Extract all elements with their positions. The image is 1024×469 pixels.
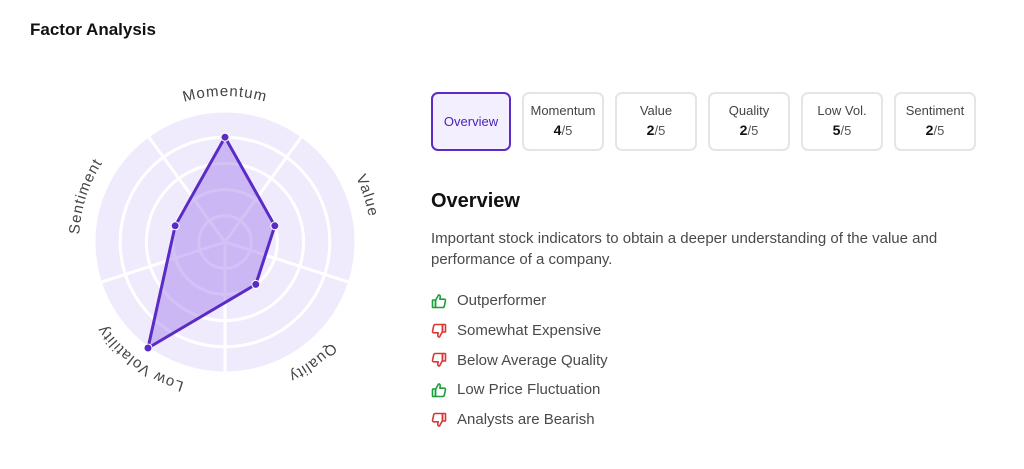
score-value: 5 [832,122,841,138]
score-value: 2 [739,122,748,138]
tab-score: 5/5 [833,120,852,141]
radar-series-area [146,135,277,350]
tab-sentiment[interactable]: Sentiment 2/5 [894,92,976,151]
score-value: 2 [925,122,934,138]
signal-item: Below Average Quality [431,345,608,375]
radar-axis-label: Value [352,172,381,218]
radar-axis-label-text: Momentum [181,83,268,106]
score-max: /5 [840,123,852,138]
tab-low-volatility[interactable]: Low Vol. 5/5 [801,92,883,151]
signal-item: Analysts are Bearish [431,405,608,435]
radar-data-point [220,132,230,142]
signal-text: Outperformer [457,292,547,310]
tab-score: 2/5 [740,120,759,141]
tab-label: Momentum [530,103,596,118]
radar-data-point [251,279,261,289]
radar-data-point [170,221,180,231]
score-max: /5 [654,123,666,138]
radar-axis-label-text: Value [352,172,380,218]
tab-label: Quality [728,103,770,118]
radar-data-point [270,221,280,231]
thumbs-up-icon [431,382,447,398]
signal-item: Somewhat Expensive [431,316,608,346]
signal-text: Analysts are Bearish [457,411,595,429]
tab-label: Overview [443,113,499,129]
signal-list: Outperformer Somewhat Expensive Below Av… [431,286,608,434]
overview-heading: Overview [431,190,520,212]
radar-grid-spoke [223,135,304,243]
signal-text: Below Average Quality [457,351,608,369]
score-max: /5 [747,123,759,138]
tab-label: Sentiment [905,103,965,118]
thumbs-down-icon [431,352,447,368]
score-value: 2 [646,122,655,138]
radar-axis-label: Momentum [181,83,269,106]
tab-quality[interactable]: Quality 2/5 [708,92,790,151]
tab-score: 2/5 [647,120,666,141]
signal-item: Outperformer [431,286,608,316]
overview-description: Important stock indicators to obtain a d… [431,230,938,268]
radar-grid-spoke [224,240,351,284]
signal-text: Low Price Fluctuation [457,381,601,399]
tab-value[interactable]: Value 2/5 [615,92,697,151]
thumbs-up-icon [431,293,447,309]
tab-score: 2/5 [926,120,945,141]
factor-tabs: Overview Momentum 4/5 Value 2/5 Quality … [431,92,976,151]
radar-data-point [143,343,153,353]
tab-score: 4/5 [554,120,573,141]
tab-overview[interactable]: Overview [431,92,511,151]
tab-label: Low Vol. [817,103,867,118]
score-value: 4 [553,122,562,138]
signal-item: Low Price Fluctuation [431,375,608,405]
thumbs-down-icon [431,323,447,339]
radar-grid-spoke [99,240,226,284]
radar-grid-spoke [146,135,227,243]
thumbs-down-icon [431,412,447,428]
signal-text: Somewhat Expensive [457,322,602,340]
tab-label: Value [639,103,673,118]
page-title: Factor Analysis [30,20,156,39]
score-max: /5 [561,123,573,138]
tab-momentum[interactable]: Momentum 4/5 [522,92,604,151]
score-max: /5 [933,123,945,138]
